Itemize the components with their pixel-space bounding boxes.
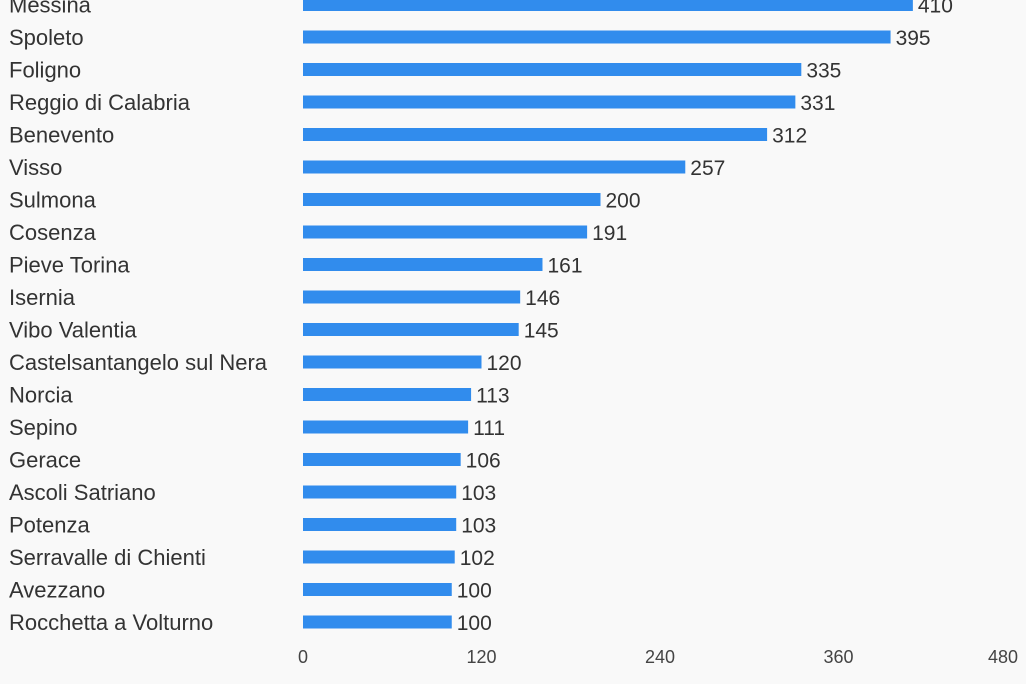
bar [303,615,452,629]
category-label: Avezzano [9,578,105,603]
value-label: 395 [896,27,931,50]
bar [303,583,452,596]
bar [303,95,796,109]
category-label: Serravalle di Chienti [9,545,206,570]
bar [303,355,482,369]
bar [303,30,891,44]
bar [303,225,588,239]
value-label: 312 [772,125,807,148]
value-label: 111 [473,417,505,440]
value-label: 102 [460,547,495,570]
bar [303,193,601,206]
category-label: Gerace [9,448,81,473]
bar [303,290,521,304]
x-tick-label: 0 [298,647,308,667]
bar [303,0,913,11]
bar [303,550,455,564]
category-label: Benevento [9,123,114,148]
value-label: 100 [457,612,492,635]
category-label: Pieve Torina [9,253,130,278]
value-label: 103 [461,515,496,538]
value-label: 146 [525,287,560,310]
category-label: Castelsantangelo sul Nera [9,350,268,375]
category-label: Reggio di Calabria [9,90,191,115]
bar [303,420,469,434]
category-label: Ascoli Satriano [9,480,156,505]
value-label: 106 [466,450,501,473]
x-tick-label: 240 [645,647,675,667]
category-label: Foligno [9,58,81,83]
value-label: 120 [487,352,522,375]
x-tick-label: 480 [988,647,1018,667]
bar [303,323,519,336]
bar [303,128,768,141]
value-label: 191 [592,222,627,245]
value-label: 103 [461,482,496,505]
bar [303,63,802,76]
category-label: Messina [9,0,92,18]
value-label: 331 [800,92,835,115]
value-label: 200 [606,190,641,213]
value-label: 113 [476,385,509,408]
value-label: 145 [524,320,559,343]
bar [303,453,461,466]
x-tick-label: 360 [823,647,853,667]
category-label: Sulmona [9,188,97,213]
x-tick-label: 120 [466,647,496,667]
category-label: Spoleto [9,25,84,50]
value-label: 100 [457,580,492,603]
bar [303,258,543,271]
value-label: 410 [918,0,953,18]
category-label: Visso [9,155,62,180]
category-label: Cosenza [9,220,97,245]
category-label: Rocchetta a Volturno [9,610,213,635]
bar [303,485,457,499]
bar [303,518,457,531]
bar [303,160,686,174]
value-label: 161 [547,255,582,278]
value-label: 257 [690,157,725,180]
bar [303,388,472,401]
category-label: Sepino [9,415,78,440]
value-label: 335 [806,60,841,83]
category-label: Potenza [9,513,90,538]
category-label: Norcia [9,383,73,408]
category-label: Isernia [9,285,76,310]
category-label: Vibo Valentia [9,318,137,343]
